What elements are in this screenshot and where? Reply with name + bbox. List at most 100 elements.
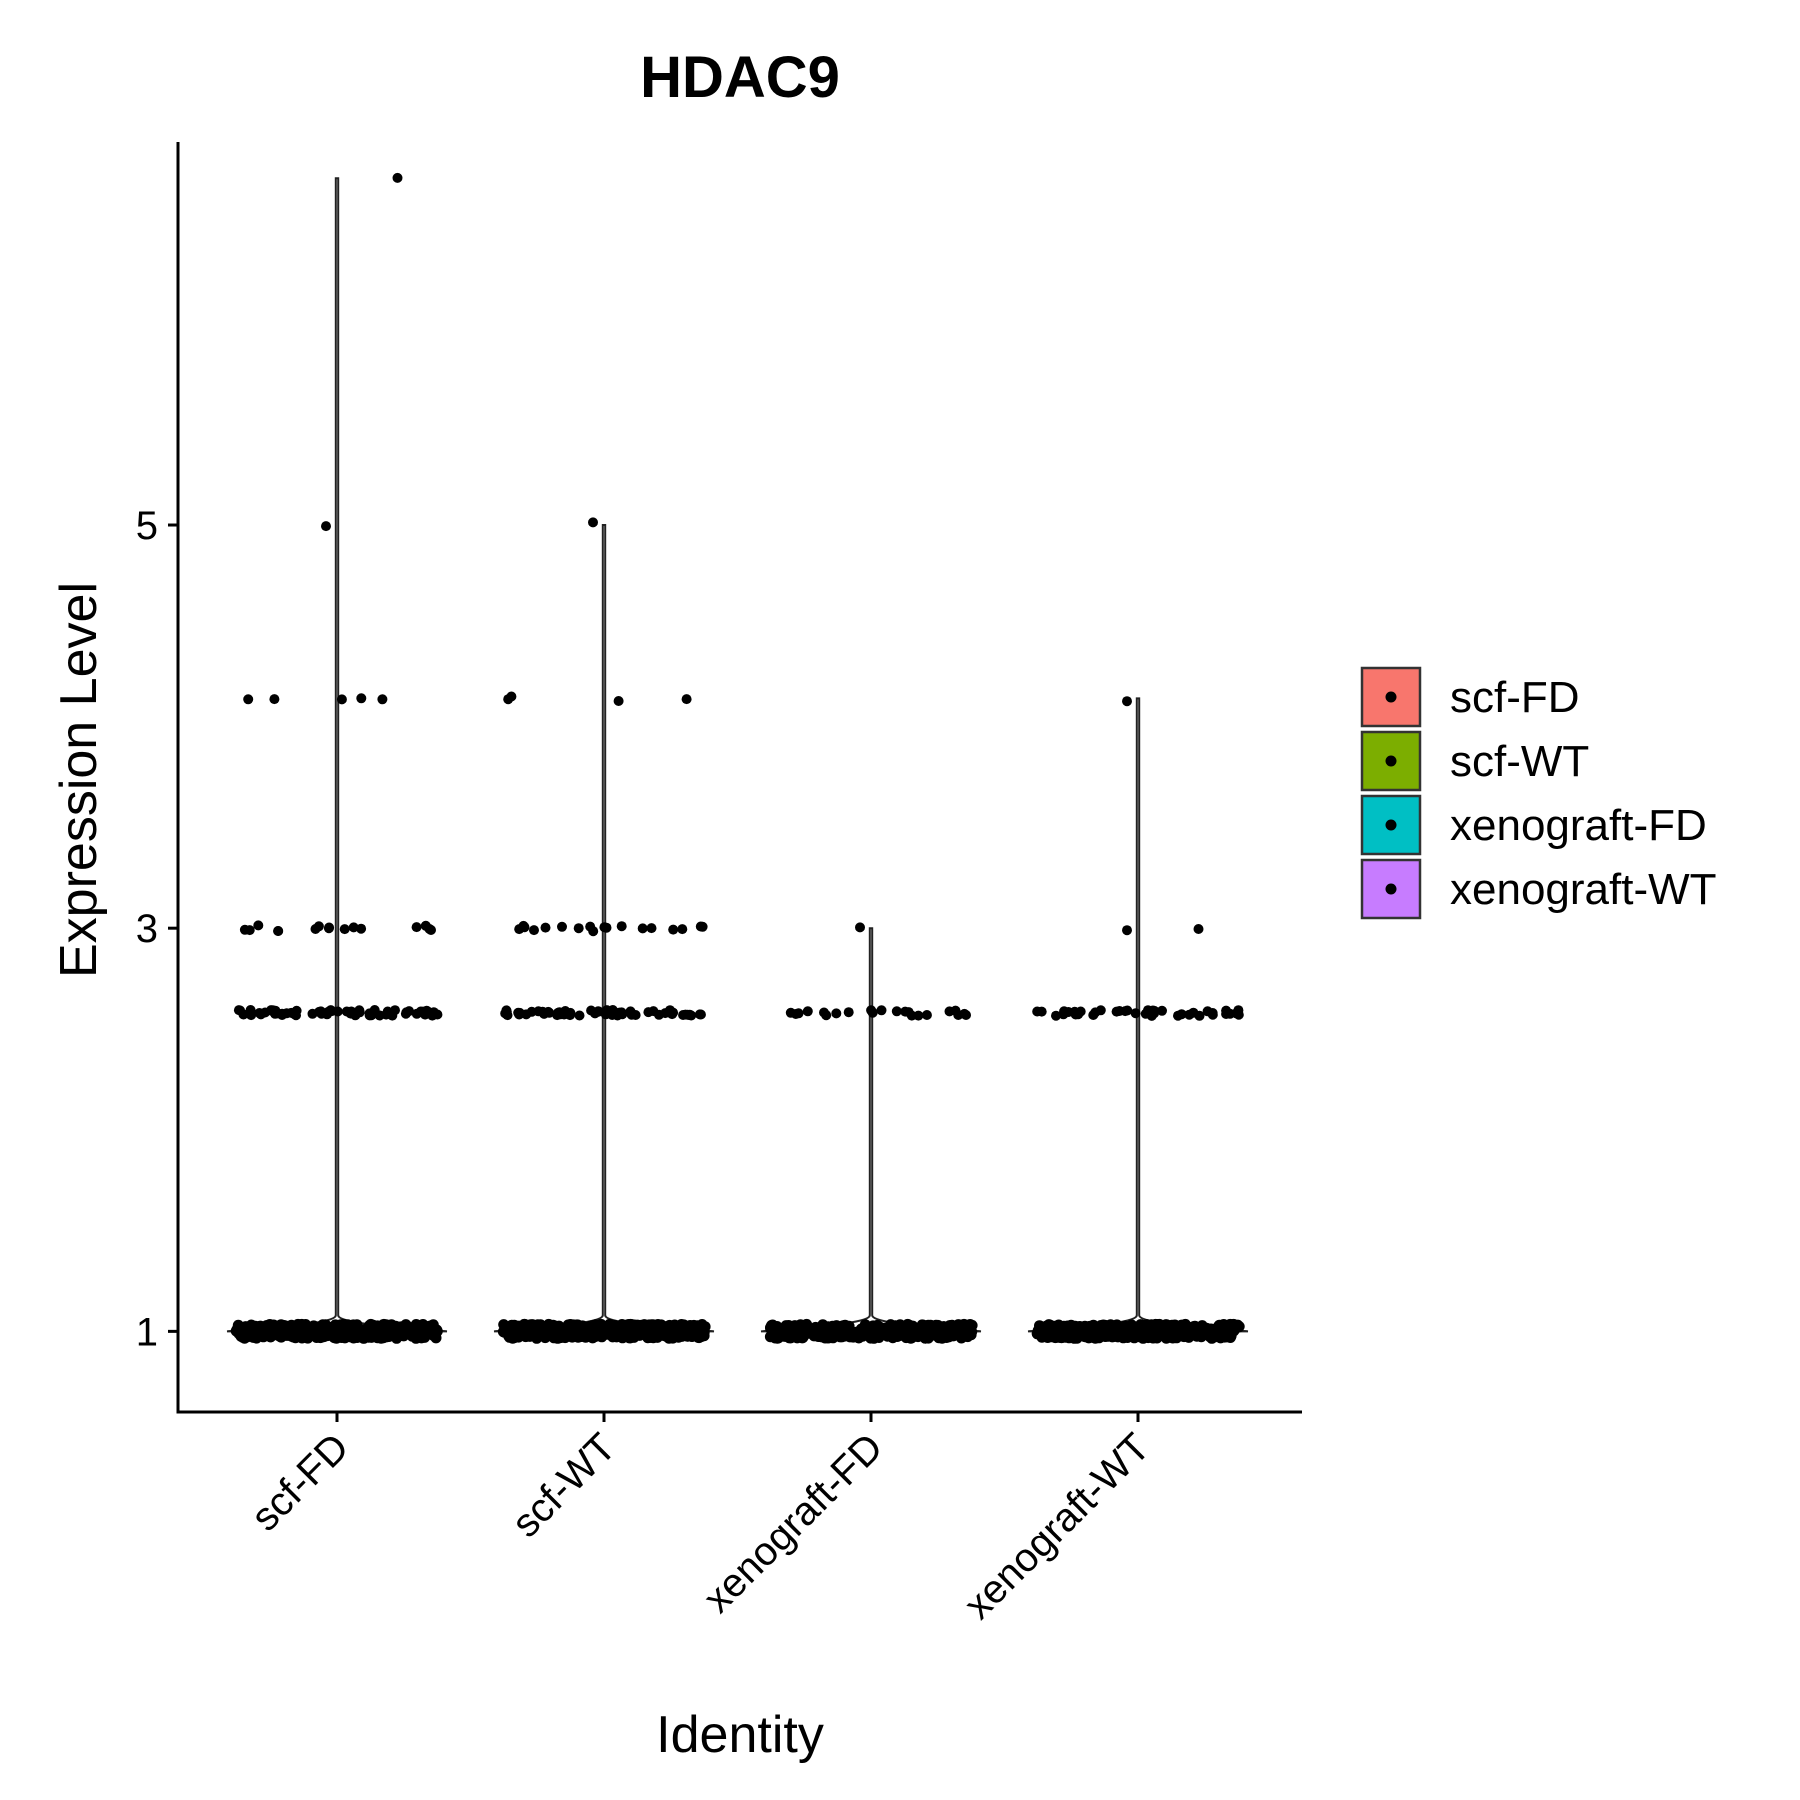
data-point bbox=[1122, 696, 1132, 707]
data-point bbox=[277, 1010, 288, 1020]
data-point bbox=[1051, 1010, 1061, 1021]
data-point bbox=[290, 1327, 301, 1339]
data-point bbox=[1192, 1328, 1204, 1340]
data-point bbox=[1146, 1319, 1157, 1331]
data-point bbox=[524, 1330, 536, 1342]
data-point bbox=[662, 1323, 674, 1335]
data-point bbox=[928, 1325, 940, 1337]
data-point bbox=[1123, 1327, 1134, 1338]
points-scf-FD bbox=[230, 172, 443, 1344]
data-point bbox=[356, 923, 367, 934]
data-point bbox=[345, 1329, 357, 1340]
data-point bbox=[626, 1009, 637, 1020]
data-point bbox=[411, 1008, 422, 1019]
data-point bbox=[514, 1009, 525, 1020]
data-point bbox=[286, 1007, 297, 1018]
data-point bbox=[1099, 1331, 1111, 1342]
data-point bbox=[596, 1331, 608, 1343]
data-point bbox=[275, 1319, 287, 1331]
data-point bbox=[391, 1324, 403, 1336]
data-point bbox=[664, 1332, 676, 1344]
data-point bbox=[281, 1327, 293, 1339]
data-point bbox=[937, 1328, 949, 1339]
data-point bbox=[545, 1327, 557, 1339]
data-point bbox=[267, 1005, 278, 1016]
data-point bbox=[356, 693, 367, 704]
data-point bbox=[1206, 1330, 1218, 1342]
data-point bbox=[421, 1005, 432, 1016]
data-point bbox=[368, 1322, 380, 1334]
data-point bbox=[253, 920, 264, 931]
data-point bbox=[374, 1010, 385, 1021]
data-point bbox=[273, 926, 284, 936]
legend-label: scf-FD bbox=[1450, 673, 1580, 722]
data-point bbox=[677, 924, 688, 935]
data-point bbox=[321, 521, 331, 532]
x-tick-label: scf-FD bbox=[243, 1425, 357, 1539]
data-point bbox=[946, 1319, 958, 1331]
data-point bbox=[684, 1009, 695, 1020]
points-layer bbox=[230, 172, 1245, 1344]
data-point bbox=[573, 923, 584, 934]
y-tick-label: 1 bbox=[136, 1310, 158, 1354]
data-point bbox=[616, 921, 627, 932]
x-tick-label: xenograft-WT bbox=[956, 1425, 1158, 1627]
data-point bbox=[867, 1007, 878, 1018]
data-point bbox=[634, 1329, 646, 1341]
data-point bbox=[772, 1332, 784, 1344]
data-point bbox=[377, 694, 388, 705]
data-point bbox=[1215, 1332, 1227, 1344]
data-point bbox=[604, 1323, 616, 1335]
data-point bbox=[643, 1007, 654, 1018]
legend-point-icon bbox=[1385, 691, 1397, 703]
data-point bbox=[802, 1006, 813, 1017]
data-point bbox=[317, 1329, 329, 1341]
data-point bbox=[689, 1325, 701, 1337]
data-point bbox=[1036, 1006, 1047, 1017]
legend-point-icon bbox=[1385, 883, 1397, 895]
data-point bbox=[571, 1319, 583, 1331]
data-point bbox=[920, 1332, 932, 1344]
data-point bbox=[962, 1331, 974, 1343]
data-point bbox=[244, 925, 255, 936]
data-point bbox=[895, 1325, 907, 1337]
violin-xenograft-FD bbox=[760, 927, 982, 1333]
data-point bbox=[338, 1320, 350, 1332]
data-point bbox=[1213, 1320, 1225, 1332]
legend-item-scf-FD: scf-FD bbox=[1360, 666, 1580, 728]
data-point bbox=[426, 1328, 438, 1340]
data-point bbox=[544, 1007, 555, 1018]
data-point bbox=[765, 1323, 777, 1335]
legend-swatch bbox=[1360, 730, 1422, 792]
y-tick-label: 3 bbox=[136, 907, 158, 951]
data-point bbox=[916, 1319, 928, 1331]
data-point bbox=[900, 1006, 911, 1017]
data-point bbox=[512, 1321, 524, 1333]
data-point bbox=[519, 922, 530, 933]
data-point bbox=[1073, 1009, 1084, 1020]
legend-label: xenograft-FD bbox=[1450, 801, 1707, 850]
data-point bbox=[1091, 1330, 1103, 1342]
data-point bbox=[333, 1330, 345, 1342]
chart-title: HDAC9 bbox=[640, 45, 840, 110]
data-point bbox=[1231, 1008, 1242, 1019]
data-point bbox=[820, 1323, 831, 1335]
data-point bbox=[336, 694, 347, 705]
points-xenograft-FD bbox=[764, 922, 978, 1344]
data-point bbox=[1194, 1010, 1205, 1021]
data-point bbox=[676, 1330, 688, 1342]
data-point bbox=[411, 1320, 423, 1332]
data-point bbox=[1031, 1328, 1043, 1340]
data-point bbox=[959, 1008, 970, 1019]
data-point bbox=[913, 1010, 924, 1021]
violin-layer bbox=[226, 177, 1249, 1333]
data-point bbox=[863, 1324, 875, 1336]
data-point bbox=[265, 1323, 277, 1335]
data-point bbox=[891, 1006, 902, 1017]
data-point bbox=[837, 1320, 849, 1332]
data-point bbox=[694, 1009, 705, 1020]
data-point bbox=[1130, 1008, 1141, 1019]
legend: scf-FD scf-WT xenograft-FD xenograft-WT bbox=[1360, 666, 1717, 920]
data-point bbox=[233, 1005, 244, 1016]
data-point bbox=[1122, 925, 1132, 936]
